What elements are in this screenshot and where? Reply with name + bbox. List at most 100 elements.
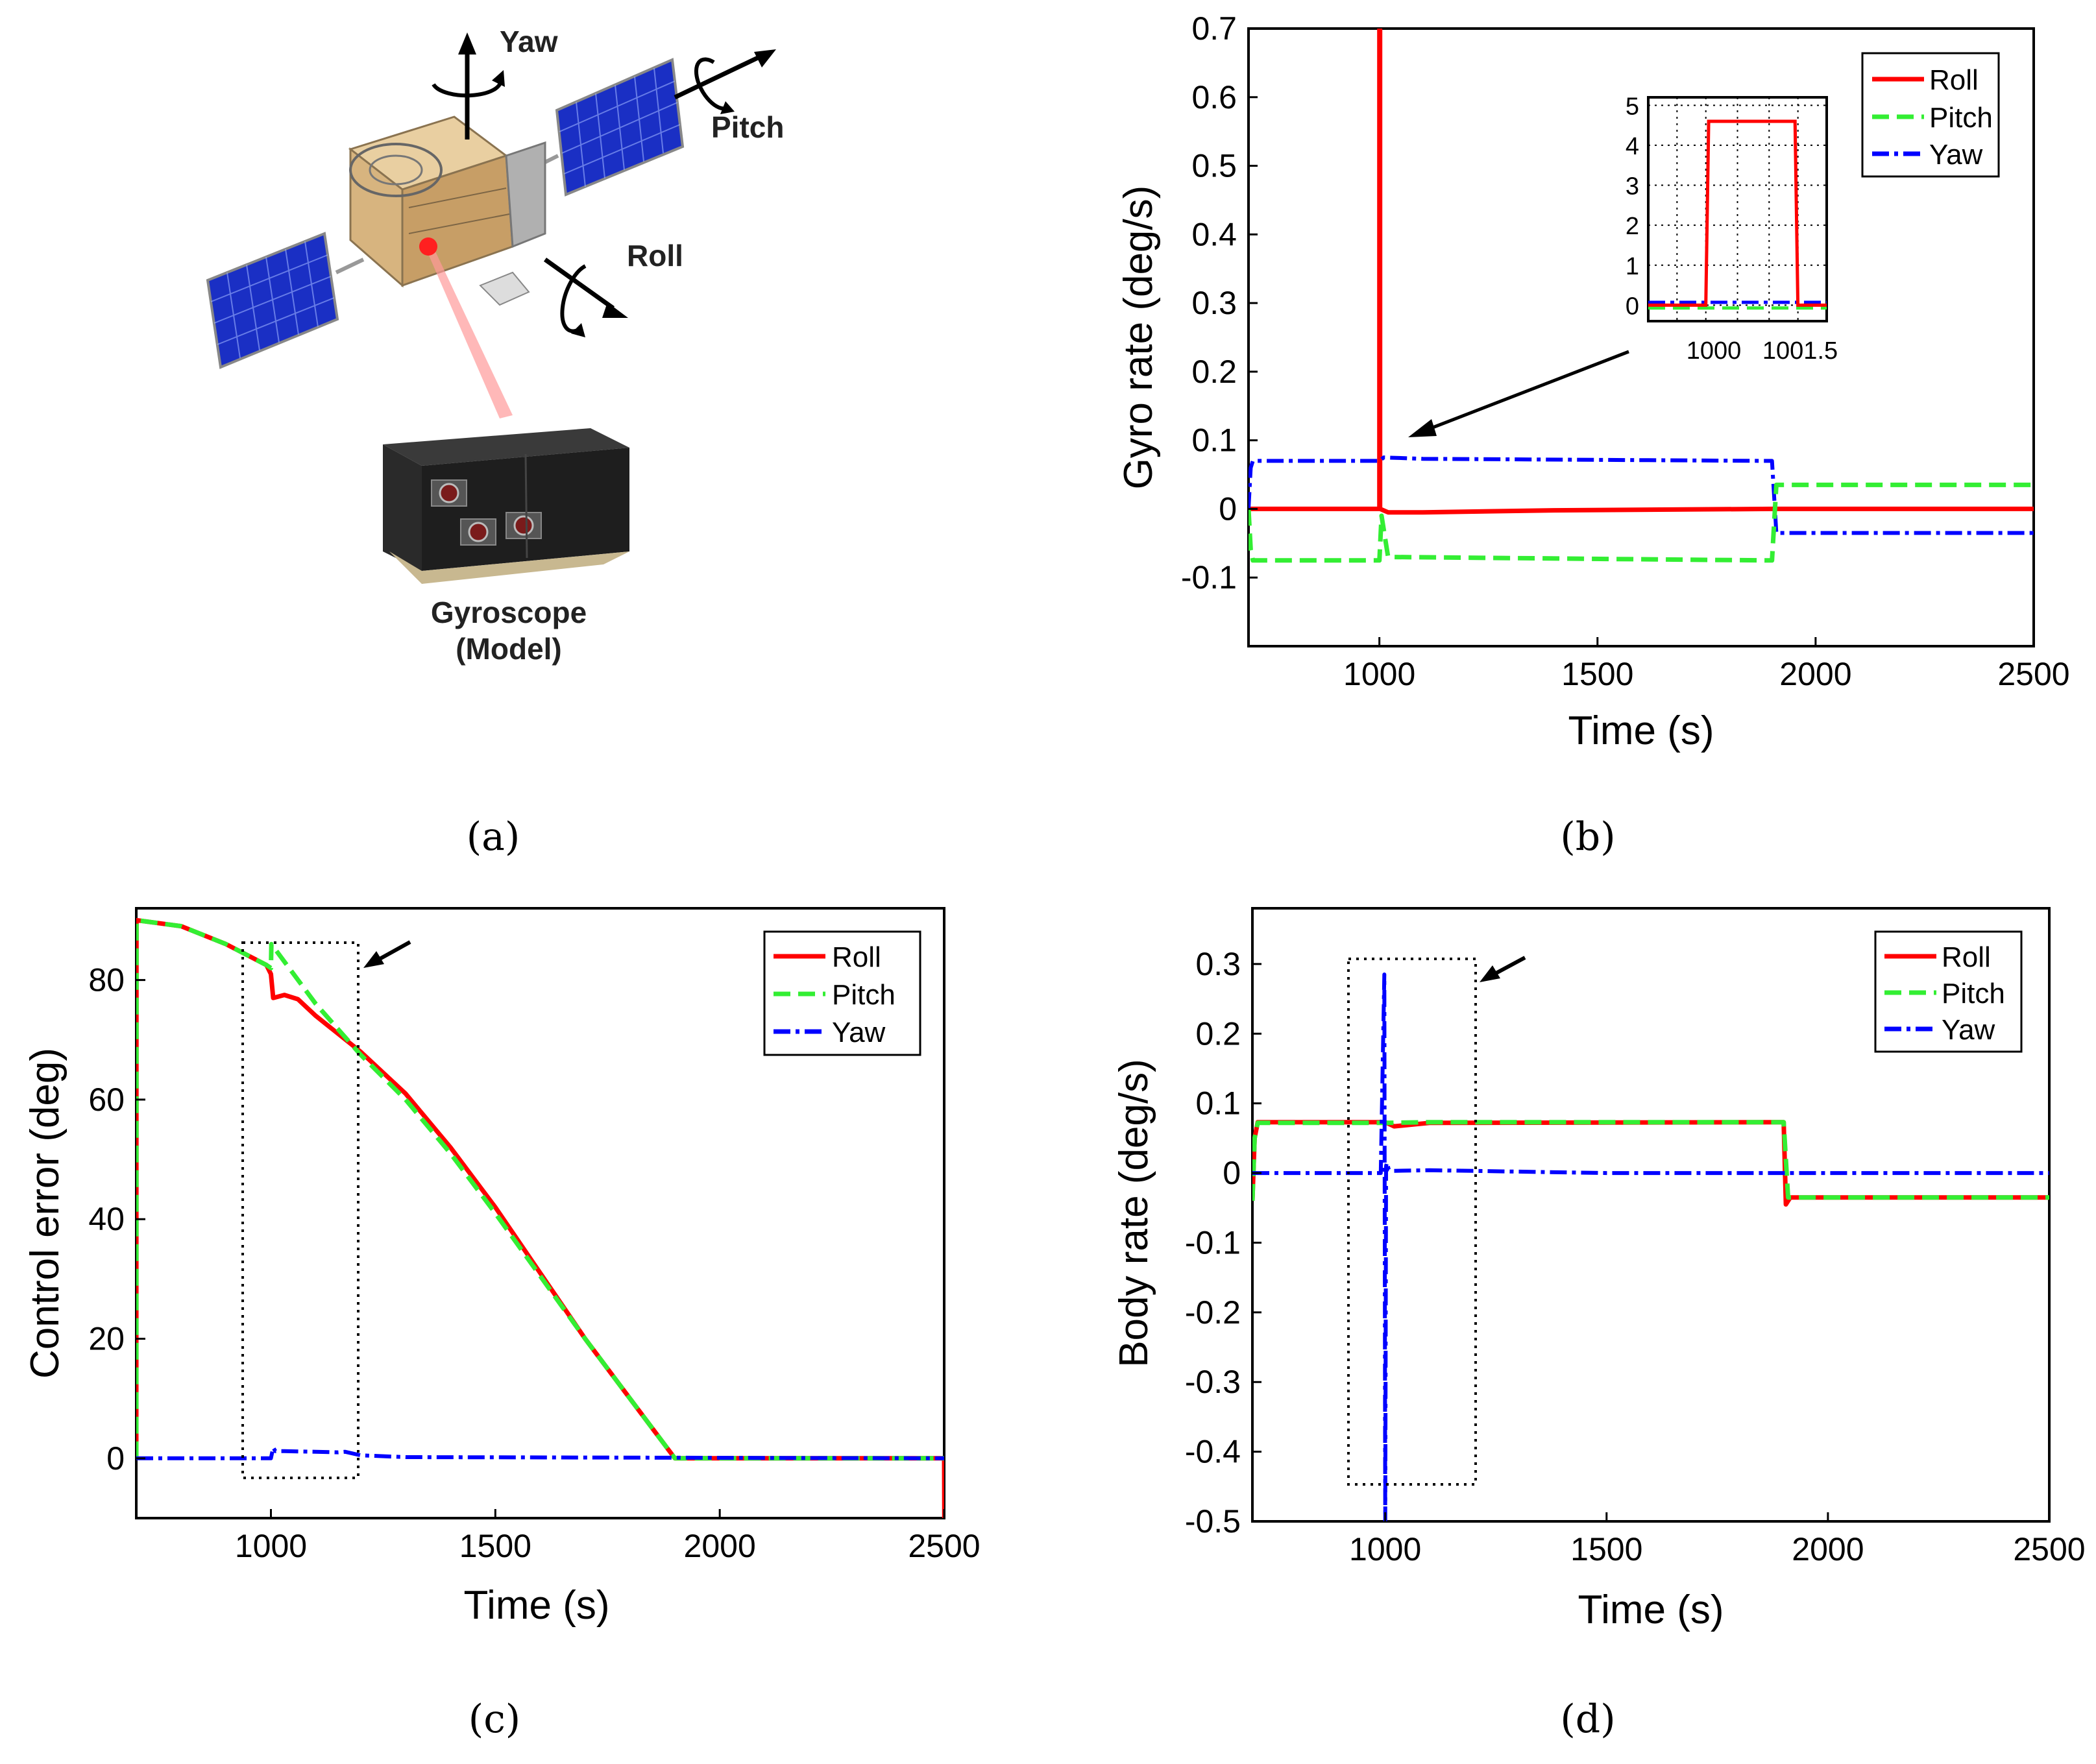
x-tick-label: 2000 bbox=[1779, 656, 1851, 692]
inset-y-tick-label: 2 bbox=[1626, 213, 1639, 240]
y-tick-label: 0 bbox=[106, 1440, 125, 1477]
caption-b: (b) bbox=[1560, 814, 1615, 860]
x-axis-label: Time (s) bbox=[1578, 1588, 1724, 1632]
legend: Roll Pitch Yaw bbox=[1874, 930, 2023, 1053]
series-pitch-line bbox=[136, 917, 944, 1461]
laser-beam bbox=[425, 243, 513, 418]
y-tick-label: 0.2 bbox=[1195, 1015, 1241, 1052]
inset-y-tick-label: 5 bbox=[1626, 93, 1639, 120]
y-tick-label: 0.3 bbox=[1191, 285, 1237, 321]
y-tick-label: -0.5 bbox=[1185, 1503, 1241, 1540]
legend-yaw: Yaw bbox=[832, 1017, 886, 1048]
y-tick-label: 0.6 bbox=[1191, 79, 1237, 115]
legend: Roll Pitch Yaw bbox=[763, 930, 921, 1056]
legend-pitch: Pitch bbox=[832, 979, 896, 1011]
inset-y-tick-label: 3 bbox=[1626, 173, 1639, 200]
body-rate-chart: 1000 1500 2000 2500 -0.5 -0.4 -0.3 -0.2 -0.1 0 0.1… bbox=[1112, 907, 2086, 1632]
y-tick-label: 0.7 bbox=[1191, 10, 1237, 47]
y-tick-label: 0.1 bbox=[1191, 422, 1237, 459]
yaw-label: Yaw bbox=[500, 25, 558, 58]
plot-frame bbox=[1247, 27, 2035, 647]
y-axis-label: Control error (deg) bbox=[23, 1048, 67, 1379]
y-tick-label: 80 bbox=[88, 962, 125, 998]
legend-pitch: Pitch bbox=[1929, 102, 1993, 134]
legend-roll: Roll bbox=[832, 941, 881, 973]
x-axis-label: Time (s) bbox=[464, 1583, 610, 1628]
legend: Roll Pitch Yaw bbox=[1861, 52, 2000, 178]
gyro-rate-chart: 1000 1500 2000 2500 -0.1 0 0.1 0.2 0.3 0.4 0.5 0.6 0… bbox=[1116, 10, 2070, 753]
inset-x-tick-label: 1000 bbox=[1687, 337, 1742, 365]
pitch-axis-arrow bbox=[674, 49, 776, 114]
caption-c: (c) bbox=[469, 1697, 520, 1742]
y-tick-label: -0.3 bbox=[1185, 1364, 1241, 1400]
x-tick-label: 2000 bbox=[684, 1528, 756, 1564]
y-tick-label: 0 bbox=[1223, 1155, 1241, 1191]
satellite-body bbox=[348, 115, 546, 306]
legend-roll: Roll bbox=[1929, 64, 1979, 96]
y-tick-label: 0.4 bbox=[1191, 216, 1237, 252]
x-tick-label: 1500 bbox=[459, 1528, 531, 1564]
inset-pointer-arrow bbox=[1408, 350, 1629, 437]
x-tick-label: 2500 bbox=[1997, 656, 2069, 692]
pitch-label: Pitch bbox=[711, 110, 784, 144]
right-solar-panel bbox=[555, 58, 685, 197]
roll-axis-arrow bbox=[543, 258, 628, 337]
y-tick-label: 20 bbox=[88, 1321, 125, 1357]
series-roll-line bbox=[1252, 1120, 2049, 1207]
y-axis-label: Gyro rate (deg/s) bbox=[1116, 186, 1161, 490]
series-yaw-line bbox=[136, 1445, 944, 1460]
series-pitch-line bbox=[1252, 1120, 2049, 1202]
y-tick-label: 0.2 bbox=[1191, 354, 1237, 390]
y-tick-label: 0.1 bbox=[1195, 1085, 1241, 1122]
highlight-box bbox=[241, 941, 359, 1479]
beam-origin bbox=[419, 237, 437, 256]
legend-pitch: Pitch bbox=[1942, 978, 2005, 1009]
x-tick-label: 1000 bbox=[235, 1528, 307, 1564]
series-roll-line bbox=[1249, 29, 2034, 515]
x-tick-label: 2000 bbox=[1792, 1531, 1864, 1567]
inset-y-tick-label: 0 bbox=[1626, 293, 1639, 320]
y-tick-label: -0.2 bbox=[1185, 1294, 1241, 1331]
x-tick-label: 2500 bbox=[908, 1528, 980, 1564]
x-tick-label: 1500 bbox=[1561, 656, 1633, 692]
y-tick-label: -0.1 bbox=[1181, 559, 1237, 596]
inset-zoom: 0 1 2 3 4 5 1000 1001.5 bbox=[1626, 93, 1838, 365]
highlight-box bbox=[1347, 958, 1477, 1486]
legend-yaw: Yaw bbox=[1929, 139, 1983, 171]
gyroscope-label: Gyroscope bbox=[431, 596, 587, 629]
inset-series-roll-line bbox=[1648, 119, 1827, 307]
roll-label: Roll bbox=[627, 239, 683, 272]
series-yaw-line bbox=[1249, 455, 2034, 535]
y-tick-label: 60 bbox=[88, 1081, 125, 1118]
inset-y-tick-label: 4 bbox=[1626, 133, 1639, 160]
gyroscope-model bbox=[383, 428, 629, 584]
left-solar-panel bbox=[206, 232, 339, 369]
x-tick-label: 1000 bbox=[1343, 656, 1415, 692]
x-tick-label: 1000 bbox=[1349, 1531, 1421, 1567]
legend-roll: Roll bbox=[1942, 941, 1991, 973]
yaw-axis-arrow bbox=[432, 32, 505, 139]
caption-d: (d) bbox=[1560, 1697, 1615, 1742]
series-pitch-line bbox=[1249, 482, 2034, 563]
inset-y-tick-label: 1 bbox=[1626, 253, 1639, 280]
inset-x-tick-label: 1001.5 bbox=[1762, 337, 1838, 365]
highlight-arrow bbox=[1480, 956, 1526, 982]
plot-frame bbox=[1251, 907, 2051, 1523]
gyroscope-model-label: (Model) bbox=[456, 632, 562, 666]
y-tick-label: -0.4 bbox=[1185, 1434, 1241, 1470]
y-tick-label: 0 bbox=[1219, 490, 1237, 527]
legend-yaw: Yaw bbox=[1942, 1014, 1995, 1046]
y-tick-label: 0.3 bbox=[1195, 946, 1241, 982]
caption-a: (a) bbox=[467, 814, 520, 860]
y-tick-label: -0.1 bbox=[1185, 1224, 1241, 1261]
control-error-chart: 1000 1500 2000 2500 0 20 40 60 80 Time (s) Contr… bbox=[23, 907, 981, 1628]
x-tick-label: 1500 bbox=[1570, 1531, 1642, 1567]
x-tick-label: 2500 bbox=[2013, 1531, 2085, 1567]
y-axis-label: Body rate (deg/s) bbox=[1112, 1059, 1156, 1368]
series-yaw-line bbox=[1252, 973, 2049, 1521]
x-axis-label: Time (s) bbox=[1568, 708, 1714, 753]
y-tick-label: 0.5 bbox=[1191, 148, 1237, 184]
highlight-arrow bbox=[363, 940, 411, 968]
y-tick-label: 40 bbox=[88, 1201, 125, 1237]
